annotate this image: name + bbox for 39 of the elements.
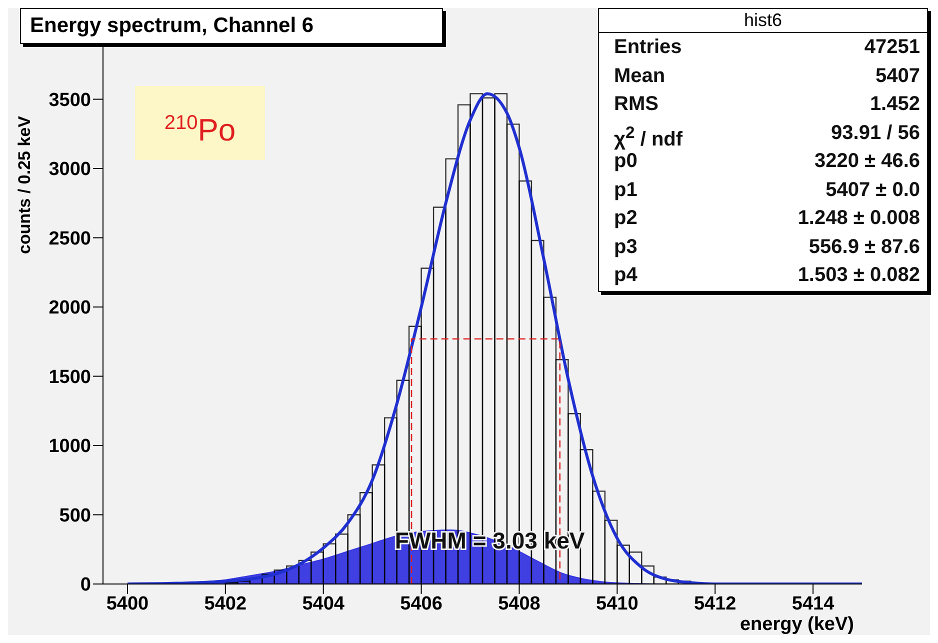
annotation: p1 — [614, 178, 638, 202]
y-tick-label: 1500 — [48, 366, 91, 388]
x-axis-title: energy (keV) — [740, 614, 854, 635]
y-tick-label: 1000 — [48, 436, 91, 458]
y-tick-label: 500 — [59, 505, 91, 526]
y-tick-label: 3000 — [48, 159, 91, 180]
annotation: 5407 ± 0.0 — [826, 178, 920, 202]
x-tick-label: 5412 — [694, 593, 736, 614]
annotation: 3220 ± 46.6 — [814, 149, 920, 174]
y-tick-label: 2500 — [48, 228, 91, 250]
x-tick-label: 5408 — [498, 593, 540, 614]
annotation: $^{210}$Po — [135, 86, 265, 160]
annotation: p3 — [614, 234, 638, 260]
annotation: hist6 — [598, 8, 928, 33]
annotation: 1.248 ± 0.008 — [798, 206, 920, 231]
x-tick-label: 5404 — [302, 593, 345, 614]
y-tick-label: 3500 — [48, 90, 91, 111]
annotation: Mean — [614, 64, 666, 88]
annotation: p4 — [614, 263, 638, 288]
annotation: 556.9 ± 87.6 — [808, 234, 920, 260]
text: 1.452 — [870, 92, 920, 117]
annotation: p2 — [614, 206, 638, 231]
x-tick-label: 5402 — [204, 593, 247, 614]
annotation: RMS — [614, 92, 658, 117]
x-tick-label: 5406 — [400, 593, 442, 614]
annotation: χ$^{2}$ / ndf — [614, 122, 683, 150]
chart-title: Energy spectrum, Channel 6 — [30, 13, 314, 39]
x-tick-label: 5410 — [596, 593, 638, 614]
x-tick-label: 5400 — [106, 593, 149, 614]
x-tick-label: 5414 — [792, 593, 835, 614]
y-tick-label: 2000 — [48, 298, 91, 319]
annotation: 1.503 ± 0.082 — [798, 263, 920, 288]
text: 5407 — [876, 64, 920, 88]
y-axis-title: counts / 0.25 keV — [15, 115, 34, 254]
text: 47251 — [864, 35, 920, 60]
annotation: 93.91 / 56 — [831, 120, 920, 146]
annotation: p0 — [614, 150, 638, 174]
y-tick-label: 0 — [80, 574, 91, 596]
annotation: Entries — [614, 35, 682, 60]
